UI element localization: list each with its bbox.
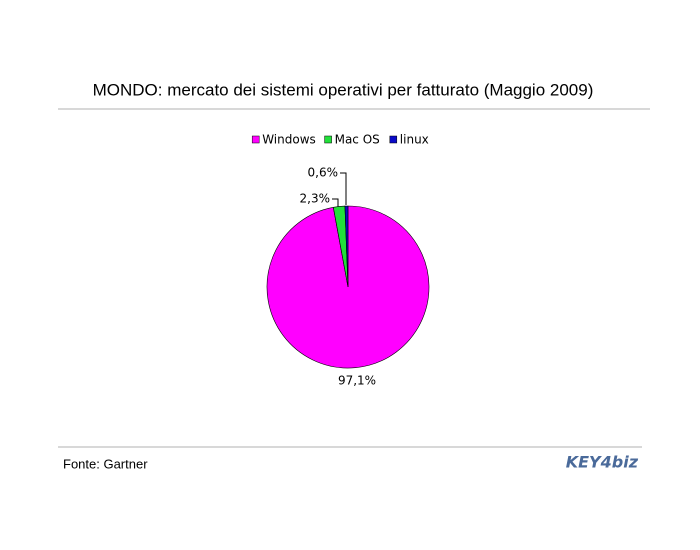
- legend-label: Mac OS: [335, 133, 380, 147]
- leader-line: [340, 172, 347, 205]
- chart-title: MONDO: mercato dei sistemi operativi per…: [93, 80, 594, 99]
- pie-slice: [344, 205, 349, 288]
- leader-line: [332, 198, 339, 207]
- data-label: 97,1%: [338, 374, 376, 388]
- data-label: 2,3%: [300, 192, 331, 206]
- legend-label: linux: [400, 133, 429, 147]
- data-label: 0,6%: [308, 166, 339, 180]
- source: Fonte: Gartner: [63, 456, 148, 471]
- legend-swatch: [389, 135, 398, 144]
- logo: KEY4biz: [566, 453, 639, 472]
- legend-swatch: [324, 135, 332, 144]
- legend-swatch: [251, 135, 260, 144]
- legend-label: Windows: [262, 133, 316, 147]
